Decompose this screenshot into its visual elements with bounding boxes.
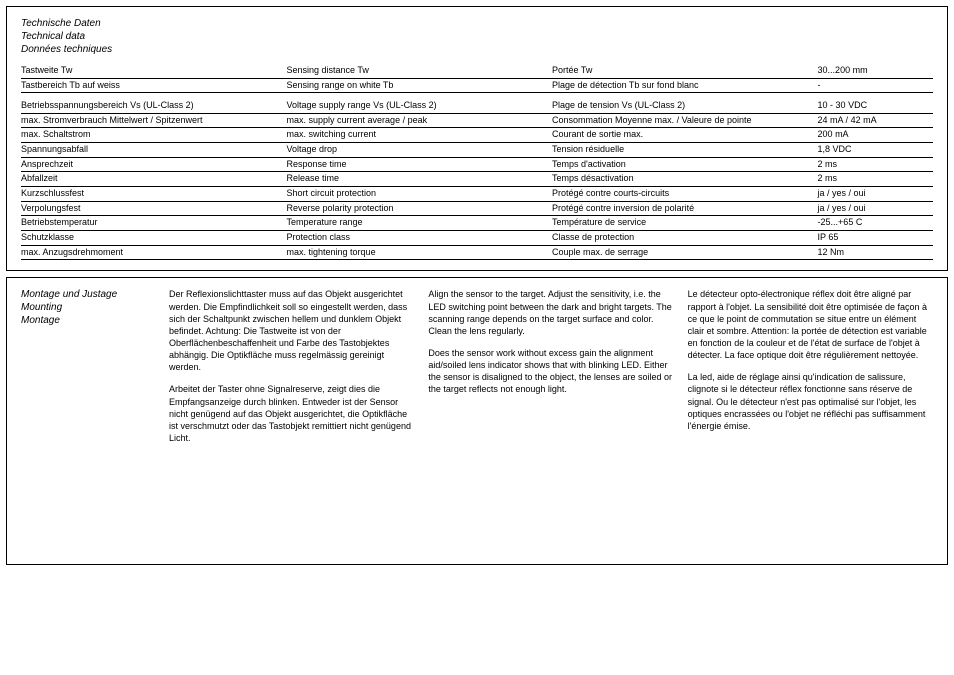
spec-cell-value: 2 ms — [818, 157, 933, 172]
spec-cell-value: 2 ms — [818, 172, 933, 187]
mount-fr-p1: Le détecteur opto-électronique réflex do… — [688, 288, 933, 361]
spec-cell-en: max. supply current average / peak — [287, 113, 553, 128]
mount-col-en: Align the sensor to the target. Adjust t… — [428, 288, 673, 454]
spec-cell-de: Tastweite Tw — [21, 64, 287, 78]
spec-cell-de: Ansprechzeit — [21, 157, 287, 172]
spec-cell-de: Schutzklasse — [21, 231, 287, 246]
spec-cell-de: max. Anzugsdrehmoment — [21, 245, 287, 260]
spec-title-en: Technical data — [21, 30, 933, 43]
spec-cell-value: 10 - 30 VDC — [818, 99, 933, 113]
spec-cell-en: max. tightening torque — [287, 245, 553, 260]
spec-cell-de: max. Schaltstrom — [21, 128, 287, 143]
spec-cell-en: Sensing range on white Tb — [287, 78, 553, 93]
spec-cell-fr: Portée Tw — [552, 64, 818, 78]
spec-title-fr: Données techniques — [21, 43, 933, 56]
spec-cell-en: Voltage supply range Vs (UL-Class 2) — [287, 99, 553, 113]
spec-cell-fr: Protégé contre courts-circuits — [552, 187, 818, 202]
table-row: max. Schaltstrommax. switching currentCo… — [21, 128, 933, 143]
table-row: BetriebstemperaturTemperature rangeTempé… — [21, 216, 933, 231]
spec-cell-en: Sensing distance Tw — [287, 64, 553, 78]
mounting-panel: Montage und Justage Mounting Montage Der… — [6, 277, 948, 565]
spec-table: Tastweite TwSensing distance TwPortée Tw… — [21, 64, 933, 260]
spec-cell-de: max. Stromverbrauch Mittelwert / Spitzen… — [21, 113, 287, 128]
spec-cell-en: Protection class — [287, 231, 553, 246]
spec-cell-value: -25...+65 C — [818, 216, 933, 231]
spec-cell-en: Short circuit protection — [287, 187, 553, 202]
mount-en-p1: Align the sensor to the target. Adjust t… — [428, 288, 673, 337]
mount-de-p2: Arbeitet der Taster ohne Signalreserve, … — [169, 383, 414, 444]
spec-cell-value: 12 Nm — [818, 245, 933, 260]
table-row: Tastbereich Tb auf weissSensing range on… — [21, 78, 933, 93]
spec-cell-value: ja / yes / oui — [818, 187, 933, 202]
mount-fr-p2: La led, aide de réglage ainsi qu'indicat… — [688, 371, 933, 432]
table-row: AnsprechzeitResponse timeTemps d'activat… — [21, 157, 933, 172]
spec-cell-fr: Couple max. de serrage — [552, 245, 818, 260]
spec-cell-en: Temperature range — [287, 216, 553, 231]
spec-cell-fr: Température de service — [552, 216, 818, 231]
spec-cell-fr: Protégé contre inversion de polarité — [552, 201, 818, 216]
mount-title-en: Mounting — [21, 301, 151, 314]
spec-cell-value: IP 65 — [818, 231, 933, 246]
spec-title-de: Technische Daten — [21, 17, 933, 30]
mount-col-fr: Le détecteur opto-électronique réflex do… — [688, 288, 933, 454]
spec-cell-en: Voltage drop — [287, 142, 553, 157]
spec-cell-de: Tastbereich Tb auf weiss — [21, 78, 287, 93]
mount-de-p1: Der Reflexionslichttaster muss auf das O… — [169, 288, 414, 373]
mount-title-fr: Montage — [21, 314, 151, 327]
spec-cell-fr: Tension résiduelle — [552, 142, 818, 157]
spec-cell-de: Kurzschlussfest — [21, 187, 287, 202]
spec-cell-fr: Courant de sortie max. — [552, 128, 818, 143]
mount-columns: Der Reflexionslichttaster muss auf das O… — [169, 288, 933, 454]
spec-cell-fr: Plage de tension Vs (UL-Class 2) — [552, 99, 818, 113]
table-row: Tastweite TwSensing distance TwPortée Tw… — [21, 64, 933, 78]
spec-titles: Technische Daten Technical data Données … — [21, 17, 933, 56]
mount-en-p2: Does the sensor work without excess gain… — [428, 347, 673, 396]
spec-cell-fr: Classe de protection — [552, 231, 818, 246]
spec-cell-de: Abfallzeit — [21, 172, 287, 187]
table-row: max. Anzugsdrehmomentmax. tightening tor… — [21, 245, 933, 260]
mount-col-de: Der Reflexionslichttaster muss auf das O… — [169, 288, 414, 454]
spec-cell-value: 30...200 mm — [818, 64, 933, 78]
table-row: Betriebsspannungsbereich Vs (UL-Class 2)… — [21, 99, 933, 113]
table-row: SchutzklasseProtection classClasse de pr… — [21, 231, 933, 246]
spec-cell-value: ja / yes / oui — [818, 201, 933, 216]
spec-cell-en: Response time — [287, 157, 553, 172]
spec-cell-fr: Temps d'activation — [552, 157, 818, 172]
spec-cell-en: max. switching current — [287, 128, 553, 143]
table-row: SpannungsabfallVoltage dropTension résid… — [21, 142, 933, 157]
table-row: max. Stromverbrauch Mittelwert / Spitzen… — [21, 113, 933, 128]
spec-cell-en: Release time — [287, 172, 553, 187]
spec-cell-fr: Temps désactivation — [552, 172, 818, 187]
spec-cell-de: Spannungsabfall — [21, 142, 287, 157]
spec-cell-value: 1,8 VDC — [818, 142, 933, 157]
spec-cell-fr: Consommation Moyenne max. / Valeure de p… — [552, 113, 818, 128]
spec-cell-value: 200 mA — [818, 128, 933, 143]
spec-cell-de: Betriebsspannungsbereich Vs (UL-Class 2) — [21, 99, 287, 113]
spec-cell-fr: Plage de détection Tb sur fond blanc — [552, 78, 818, 93]
mount-title-de: Montage und Justage — [21, 288, 151, 301]
table-row: KurzschlussfestShort circuit protectionP… — [21, 187, 933, 202]
spec-cell-value: - — [818, 78, 933, 93]
table-row: VerpolungsfestReverse polarity protectio… — [21, 201, 933, 216]
technical-data-panel: Technische Daten Technical data Données … — [6, 6, 948, 271]
spec-cell-en: Reverse polarity protection — [287, 201, 553, 216]
spec-cell-value: 24 mA / 42 mA — [818, 113, 933, 128]
mount-titles: Montage und Justage Mounting Montage — [21, 288, 151, 454]
spec-cell-de: Verpolungsfest — [21, 201, 287, 216]
spec-cell-de: Betriebstemperatur — [21, 216, 287, 231]
table-row: AbfallzeitRelease timeTemps désactivatio… — [21, 172, 933, 187]
